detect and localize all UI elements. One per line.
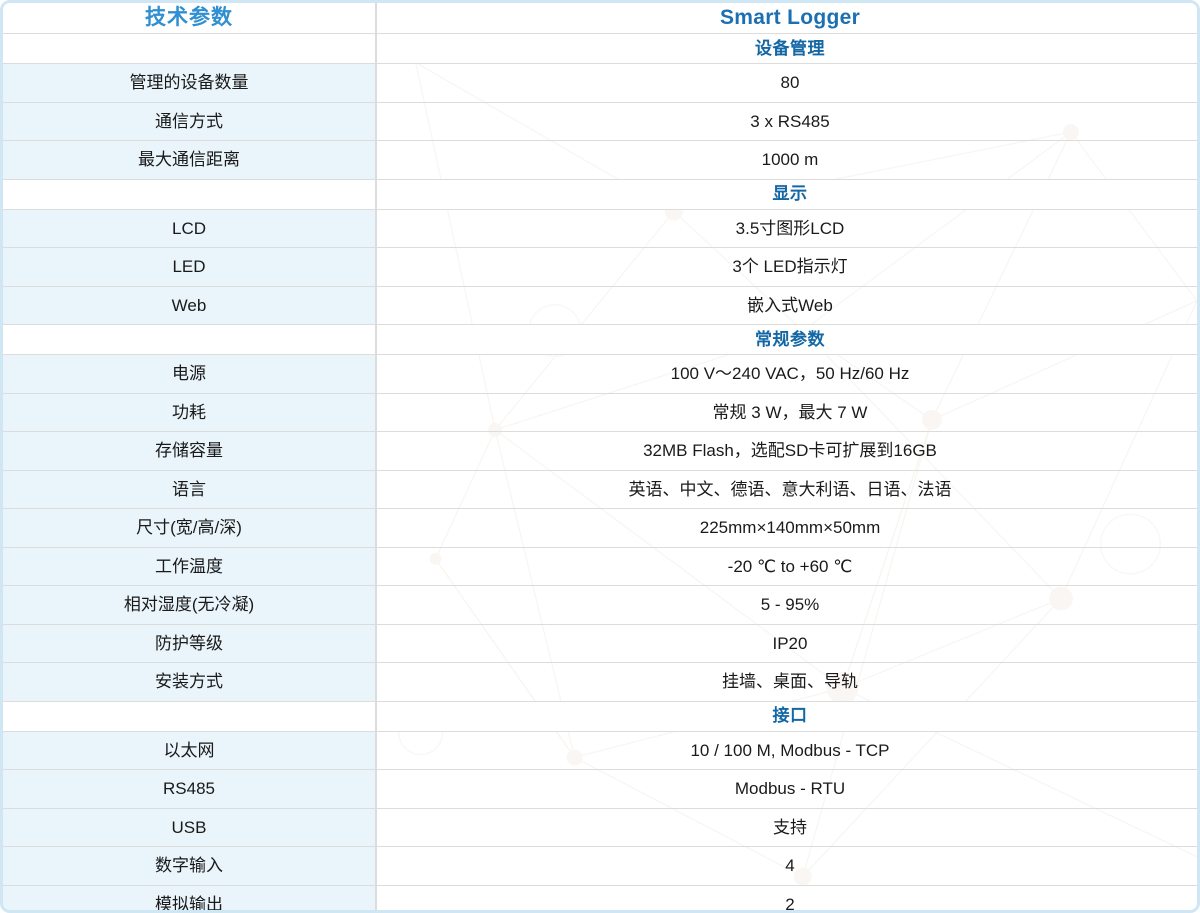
table-row: RS485 Modbus - RTU [3, 769, 1197, 809]
section-spacer-cell [3, 324, 377, 355]
spec-label-cell: 功耗 [3, 393, 377, 432]
section-title: 常规参数 [755, 329, 825, 349]
spec-value-cell: -20 ℃ to +60 ℃ [376, 547, 1197, 586]
table-row: 通信方式 3 x RS485 [3, 102, 1197, 141]
spec-label-cell: LCD [3, 209, 377, 248]
spec-label-cell: 防护等级 [3, 624, 377, 663]
spec-value-cell: IP20 [376, 624, 1197, 663]
section-title-cell: 显示 [376, 179, 1197, 210]
table-row: 语言 英语、中文、德语、意大利语、日语、法语 [3, 470, 1197, 509]
table-row: LED 3个 LED指示灯 [3, 247, 1197, 287]
header-cell-left: 技术参数 [3, 3, 377, 34]
spec-value-cell: 3.5寸图形LCD [376, 209, 1197, 248]
section-spacer-cell [3, 701, 377, 732]
table-row: 工作温度 -20 ℃ to +60 ℃ [3, 547, 1197, 586]
table-row: Web 嵌入式Web [3, 286, 1197, 325]
spec-value-cell: 32MB Flash，选配SD卡可扩展到16GB [376, 431, 1197, 471]
spec-label-cell: 通信方式 [3, 102, 377, 141]
spec-value-cell: 2 [376, 885, 1197, 910]
page-title-right: Smart Logger [719, 5, 861, 29]
spec-label-cell: 数字输入 [3, 846, 377, 886]
table-header-row: 技术参数 Smart Logger [3, 3, 1197, 34]
table-body: 技术参数 Smart Logger 设备管理管理的设备数量 80 通信方式 3 x R… [3, 3, 1197, 910]
spec-value-cell: 嵌入式Web [376, 286, 1197, 325]
spec-label-cell: 语言 [3, 470, 377, 509]
section-title-cell: 设备管理 [376, 33, 1197, 64]
spec-value-cell: 225mm×140mm×50mm [376, 508, 1197, 548]
spec-value-cell: 80 [376, 63, 1197, 103]
section-spacer-cell [3, 179, 377, 210]
page-title-left: 技术参数 [145, 5, 233, 29]
table-row: 防护等级 IP20 [3, 624, 1197, 663]
spec-label-cell: 工作温度 [3, 547, 377, 586]
spec-label-cell: 最大通信距离 [3, 140, 377, 180]
table-row: 数字输入 4 [3, 846, 1197, 886]
section-title: 接口 [772, 706, 808, 726]
table-row: 功耗 常规 3 W，最大 7 W [3, 393, 1197, 432]
section-header-row: 显示 [3, 179, 1197, 210]
spec-value-cell: 100 V～240 VAC，50 Hz/60 Hz [376, 354, 1197, 394]
spec-label-cell: 相对湿度(无冷凝) [3, 585, 377, 625]
table-row: LCD 3.5寸图形LCD [3, 209, 1197, 248]
section-title-cell: 接口 [376, 701, 1197, 732]
spec-value-cell: Modbus - RTU [376, 769, 1197, 809]
spec-label-cell: Web [3, 286, 377, 325]
table-row: 存储容量 32MB Flash，选配SD卡可扩展到16GB [3, 431, 1197, 471]
table-row: 相对湿度(无冷凝) 5 - 95% [3, 585, 1197, 625]
table-row: 安装方式 挂墙、桌面、导轨 [3, 662, 1197, 702]
spec-label-cell: LED [3, 247, 377, 287]
spec-label-cell: 尺寸(宽/高/深) [3, 508, 377, 548]
spec-value-cell: 3 x RS485 [376, 102, 1197, 141]
spec-label-cell: 以太网 [3, 731, 377, 770]
section-title-cell: 常规参数 [376, 324, 1197, 355]
spec-value-cell: 10 / 100 M, Modbus - TCP [376, 731, 1197, 770]
spec-label-cell: 管理的设备数量 [3, 63, 377, 103]
spec-value-cell: 5 - 95% [376, 585, 1197, 625]
table-row: USB 支持 [3, 808, 1197, 847]
table-row: 最大通信距离 1000 m [3, 140, 1197, 180]
spec-value-cell: 1000 m [376, 140, 1197, 180]
section-title: 设备管理 [755, 38, 825, 58]
spec-value-cell: 4 [376, 846, 1197, 886]
section-spacer-cell [3, 33, 377, 64]
spec-label-cell: 电源 [3, 354, 377, 394]
specifications-table: 技术参数 Smart Logger 设备管理管理的设备数量 80 通信方式 3 x R… [3, 3, 1197, 910]
spec-value-cell: 挂墙、桌面、导轨 [376, 662, 1197, 702]
spec-label-cell: 存储容量 [3, 431, 377, 471]
section-header-row: 接口 [3, 701, 1197, 732]
section-title: 显示 [772, 184, 808, 204]
table-row: 尺寸(宽/高/深) 225mm×140mm×50mm [3, 508, 1197, 548]
spec-label-cell: RS485 [3, 769, 377, 809]
spec-label-cell: 安装方式 [3, 662, 377, 702]
spec-label-cell: USB [3, 808, 377, 847]
table-row: 以太网 10 / 100 M, Modbus - TCP [3, 731, 1197, 770]
spec-value-cell: 支持 [376, 808, 1197, 847]
section-header-row: 常规参数 [3, 324, 1197, 355]
spec-value-cell: 常规 3 W，最大 7 W [376, 393, 1197, 432]
table-row: 模拟输出 2 [3, 885, 1197, 910]
section-header-row: 设备管理 [3, 33, 1197, 64]
header-cell-right: Smart Logger [376, 3, 1197, 34]
spec-value-cell: 3个 LED指示灯 [376, 247, 1197, 287]
table-row: 管理的设备数量 80 [3, 63, 1197, 103]
table-row: 电源 100 V～240 VAC，50 Hz/60 Hz [3, 354, 1197, 394]
spec-value-cell: 英语、中文、德语、意大利语、日语、法语 [376, 470, 1197, 509]
spec-label-cell: 模拟输出 [3, 885, 377, 910]
